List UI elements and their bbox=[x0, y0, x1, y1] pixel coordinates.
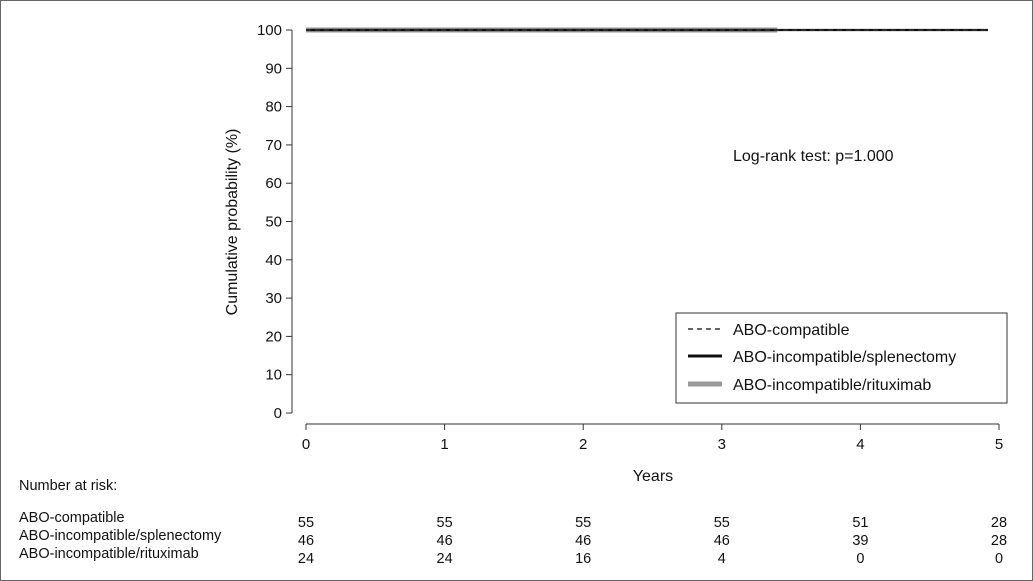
legend-box bbox=[675, 312, 1008, 404]
risk-cell: 0 bbox=[856, 551, 865, 567]
risk-cell: 4 bbox=[717, 551, 726, 567]
risk-cell: 55 bbox=[436, 515, 453, 531]
x-tick-label: 2 bbox=[579, 436, 587, 453]
y-tick-label: 90 bbox=[265, 60, 282, 77]
y-tick-label: 80 bbox=[265, 99, 282, 116]
y-tick-label: 100 bbox=[257, 22, 282, 39]
log-rank-annotation: Log-rank test: p=1.000 bbox=[733, 148, 894, 165]
y-tick-label: 30 bbox=[265, 290, 282, 307]
axes: 0 10 20 30 40 50 60 70 80 90 100 0 1 2 3 4 5 bbox=[257, 22, 1003, 453]
risk-table-title: Number at risk: bbox=[19, 478, 118, 494]
risk-cell: 28 bbox=[990, 515, 1008, 531]
risk-cell: 46 bbox=[297, 533, 315, 549]
risk-cell: 24 bbox=[297, 551, 315, 567]
risk-cell: 55 bbox=[713, 515, 730, 531]
risk-row-name: ABO-incompatible/splenectomy bbox=[19, 528, 222, 544]
y-tick-label: 40 bbox=[265, 252, 282, 269]
x-tick-label: 3 bbox=[718, 436, 726, 453]
risk-cell: 55 bbox=[575, 515, 592, 531]
legend-label-abo-compatible: ABO-compatible bbox=[733, 322, 850, 339]
risk-cell: 24 bbox=[436, 551, 453, 567]
x-axis-label: Years bbox=[633, 468, 673, 485]
legend-label-splenectomy: ABO-incompatible/splenectomy bbox=[733, 349, 956, 366]
risk-cell: 46 bbox=[713, 533, 730, 549]
risk-cell: 46 bbox=[436, 533, 453, 549]
legend: ABO-compatible ABO-incompatible/splenect… bbox=[675, 312, 1008, 404]
risk-cell: 16 bbox=[575, 551, 592, 567]
risk-cell: 28 bbox=[990, 533, 1008, 549]
risk-row-name: ABO-incompatible/rituximab bbox=[19, 546, 199, 562]
risk-cell: 46 bbox=[575, 533, 592, 549]
y-tick-label: 70 bbox=[265, 137, 282, 154]
x-tick-label: 0 bbox=[302, 436, 310, 453]
y-tick-label: 60 bbox=[265, 175, 282, 192]
y-axis-label: Cumulative probability (%) bbox=[224, 129, 241, 316]
legend-label-rituximab: ABO-incompatible/rituximab bbox=[733, 377, 931, 394]
x-tick-label: 4 bbox=[856, 436, 864, 453]
y-tick-label: 10 bbox=[265, 367, 282, 384]
risk-cell: 55 bbox=[297, 515, 315, 531]
y-tick-label: 50 bbox=[265, 214, 282, 231]
x-tick-label: 5 bbox=[995, 436, 1003, 453]
risk-cell: 51 bbox=[852, 515, 869, 531]
risk-cell: 0 bbox=[994, 551, 1004, 567]
x-tick-label: 1 bbox=[440, 436, 448, 453]
risk-cell: 39 bbox=[852, 533, 869, 549]
y-tick-label: 0 bbox=[274, 405, 282, 422]
risk-row-name: ABO-compatible bbox=[19, 510, 125, 526]
y-tick-label: 20 bbox=[265, 328, 282, 345]
